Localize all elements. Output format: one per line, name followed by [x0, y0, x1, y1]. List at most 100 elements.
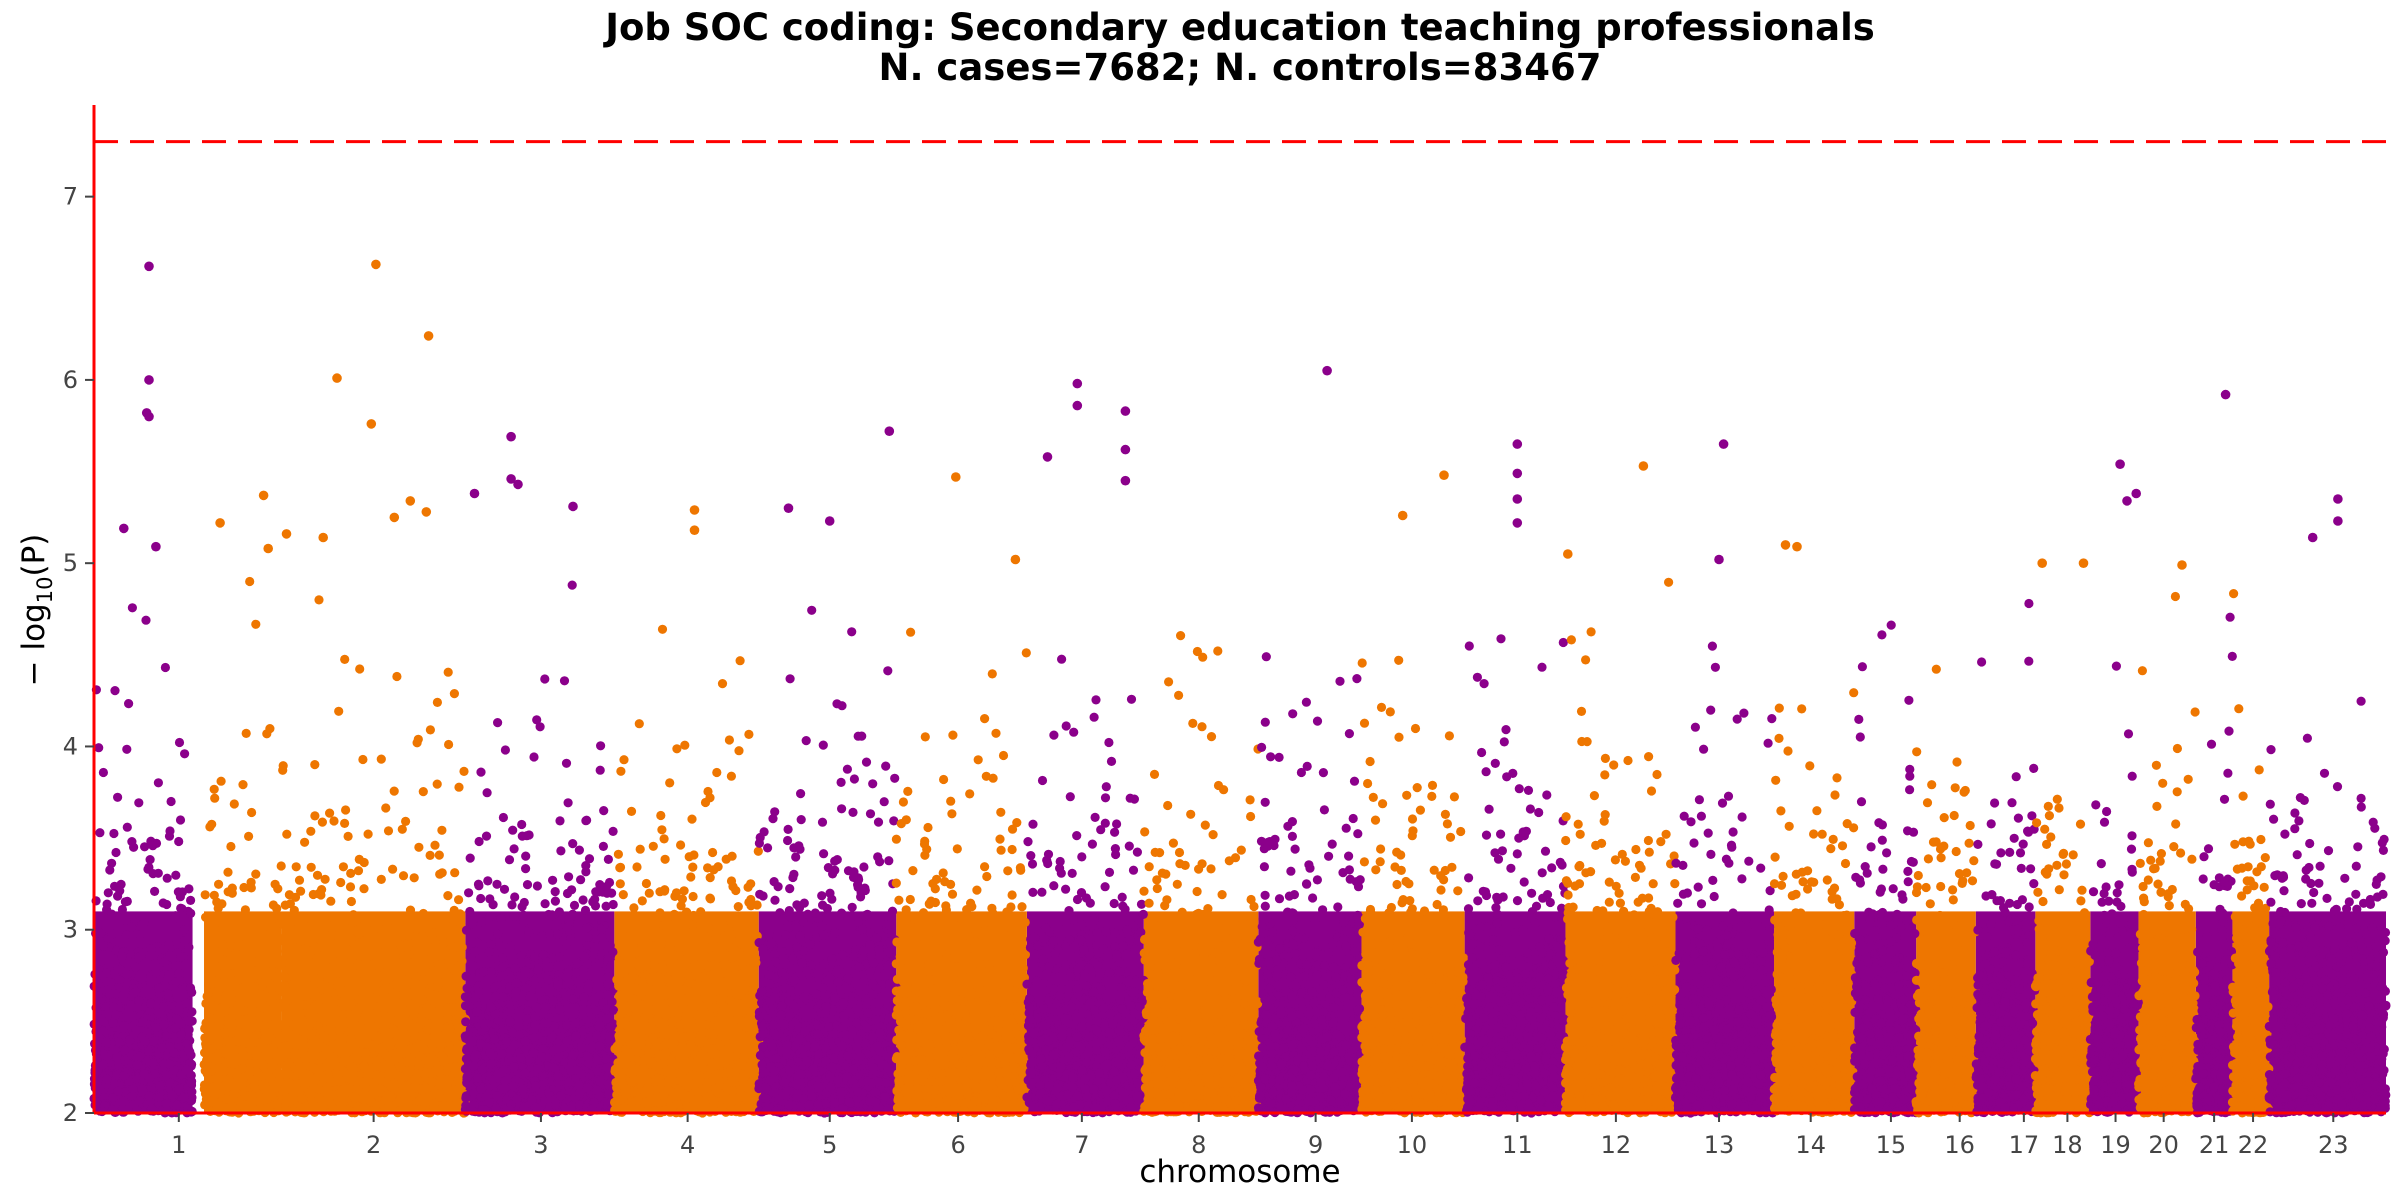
data-point [239, 882, 249, 893]
data-point [659, 834, 669, 844]
data-point [221, 992, 231, 1003]
data-point [553, 1044, 563, 1054]
data-point [390, 987, 400, 998]
data-point [437, 825, 447, 835]
data-point [571, 968, 581, 978]
data-point [425, 725, 435, 735]
data-point [341, 916, 351, 926]
data-point [484, 947, 494, 957]
data-point [465, 906, 475, 917]
data-point [716, 998, 726, 1008]
data-point [443, 1013, 453, 1023]
data-point [154, 1092, 164, 1102]
data-point [327, 912, 337, 922]
data-point [174, 968, 184, 978]
data-point [646, 1085, 656, 1095]
data-point [529, 752, 539, 762]
data-point [174, 836, 184, 847]
data-point [550, 1100, 561, 1110]
data-point [652, 1015, 662, 1025]
data-point [598, 841, 609, 852]
data-point [340, 818, 350, 829]
data-point [119, 1021, 129, 1031]
data-point [613, 849, 624, 859]
data-point [151, 1023, 161, 1033]
data-point [527, 1095, 537, 1105]
data-point [509, 1040, 519, 1050]
data-point [868, 779, 878, 789]
data-point [655, 929, 665, 939]
data-point [705, 1064, 715, 1074]
data-point [209, 1052, 220, 1063]
data-point [331, 1005, 342, 1015]
data-point [470, 947, 480, 957]
data-point [180, 936, 190, 946]
data-point [597, 932, 607, 942]
data-point [632, 862, 642, 872]
data-point [574, 845, 585, 855]
data-point [618, 890, 628, 900]
data-point [725, 1008, 735, 1019]
data-point [472, 1007, 482, 1018]
data-point [341, 1068, 351, 1079]
data-point [325, 808, 335, 818]
data-point [402, 923, 412, 933]
data-point [307, 911, 317, 921]
data-point [134, 1052, 145, 1062]
data-point [556, 1091, 566, 1101]
data-point [292, 1000, 302, 1010]
data-point [641, 1021, 651, 1031]
data-point [501, 1036, 512, 1046]
data-point [374, 1002, 384, 1012]
data-point [518, 910, 529, 920]
data-point [446, 994, 456, 1004]
data-point [500, 745, 510, 755]
data-point [376, 754, 386, 764]
data-point [483, 876, 493, 886]
data-point [394, 1106, 404, 1116]
data-point [842, 764, 853, 774]
data-point [674, 950, 684, 960]
data-point [114, 1037, 124, 1047]
data-point [711, 1049, 722, 1059]
data-point [146, 998, 156, 1009]
data-point [110, 1010, 120, 1020]
data-point [124, 699, 134, 709]
data-point [226, 1067, 236, 1077]
data-point [174, 1084, 184, 1094]
data-point [744, 729, 754, 740]
data-point [339, 1094, 349, 1104]
data-point [824, 1022, 834, 1032]
data-point [727, 1076, 737, 1087]
data-point [366, 1097, 376, 1107]
data-point [418, 1017, 428, 1027]
data-point [567, 580, 577, 590]
data-point [510, 892, 520, 902]
data-point [555, 1004, 565, 1015]
data-point [352, 1050, 362, 1060]
data-point [873, 817, 884, 827]
data-point [252, 1030, 262, 1040]
data-point [355, 951, 365, 962]
data-point [595, 1041, 605, 1051]
data-point [584, 979, 594, 989]
data-point [696, 1050, 706, 1060]
data-point [186, 1078, 196, 1088]
data-point [516, 951, 526, 961]
data-point [794, 841, 804, 851]
data-point [131, 1025, 141, 1035]
data-point [520, 1036, 530, 1046]
data-point [675, 1020, 686, 1030]
data-point [217, 1003, 227, 1013]
data-point [109, 828, 119, 839]
data-point [724, 735, 735, 745]
data-point [392, 671, 402, 682]
data-point [362, 924, 372, 934]
data-point [382, 921, 392, 931]
data-point [720, 912, 730, 922]
points-chr4 [610, 624, 764, 1118]
data-point [175, 1001, 185, 1011]
data-point [612, 1041, 622, 1051]
data-point [213, 1080, 223, 1090]
